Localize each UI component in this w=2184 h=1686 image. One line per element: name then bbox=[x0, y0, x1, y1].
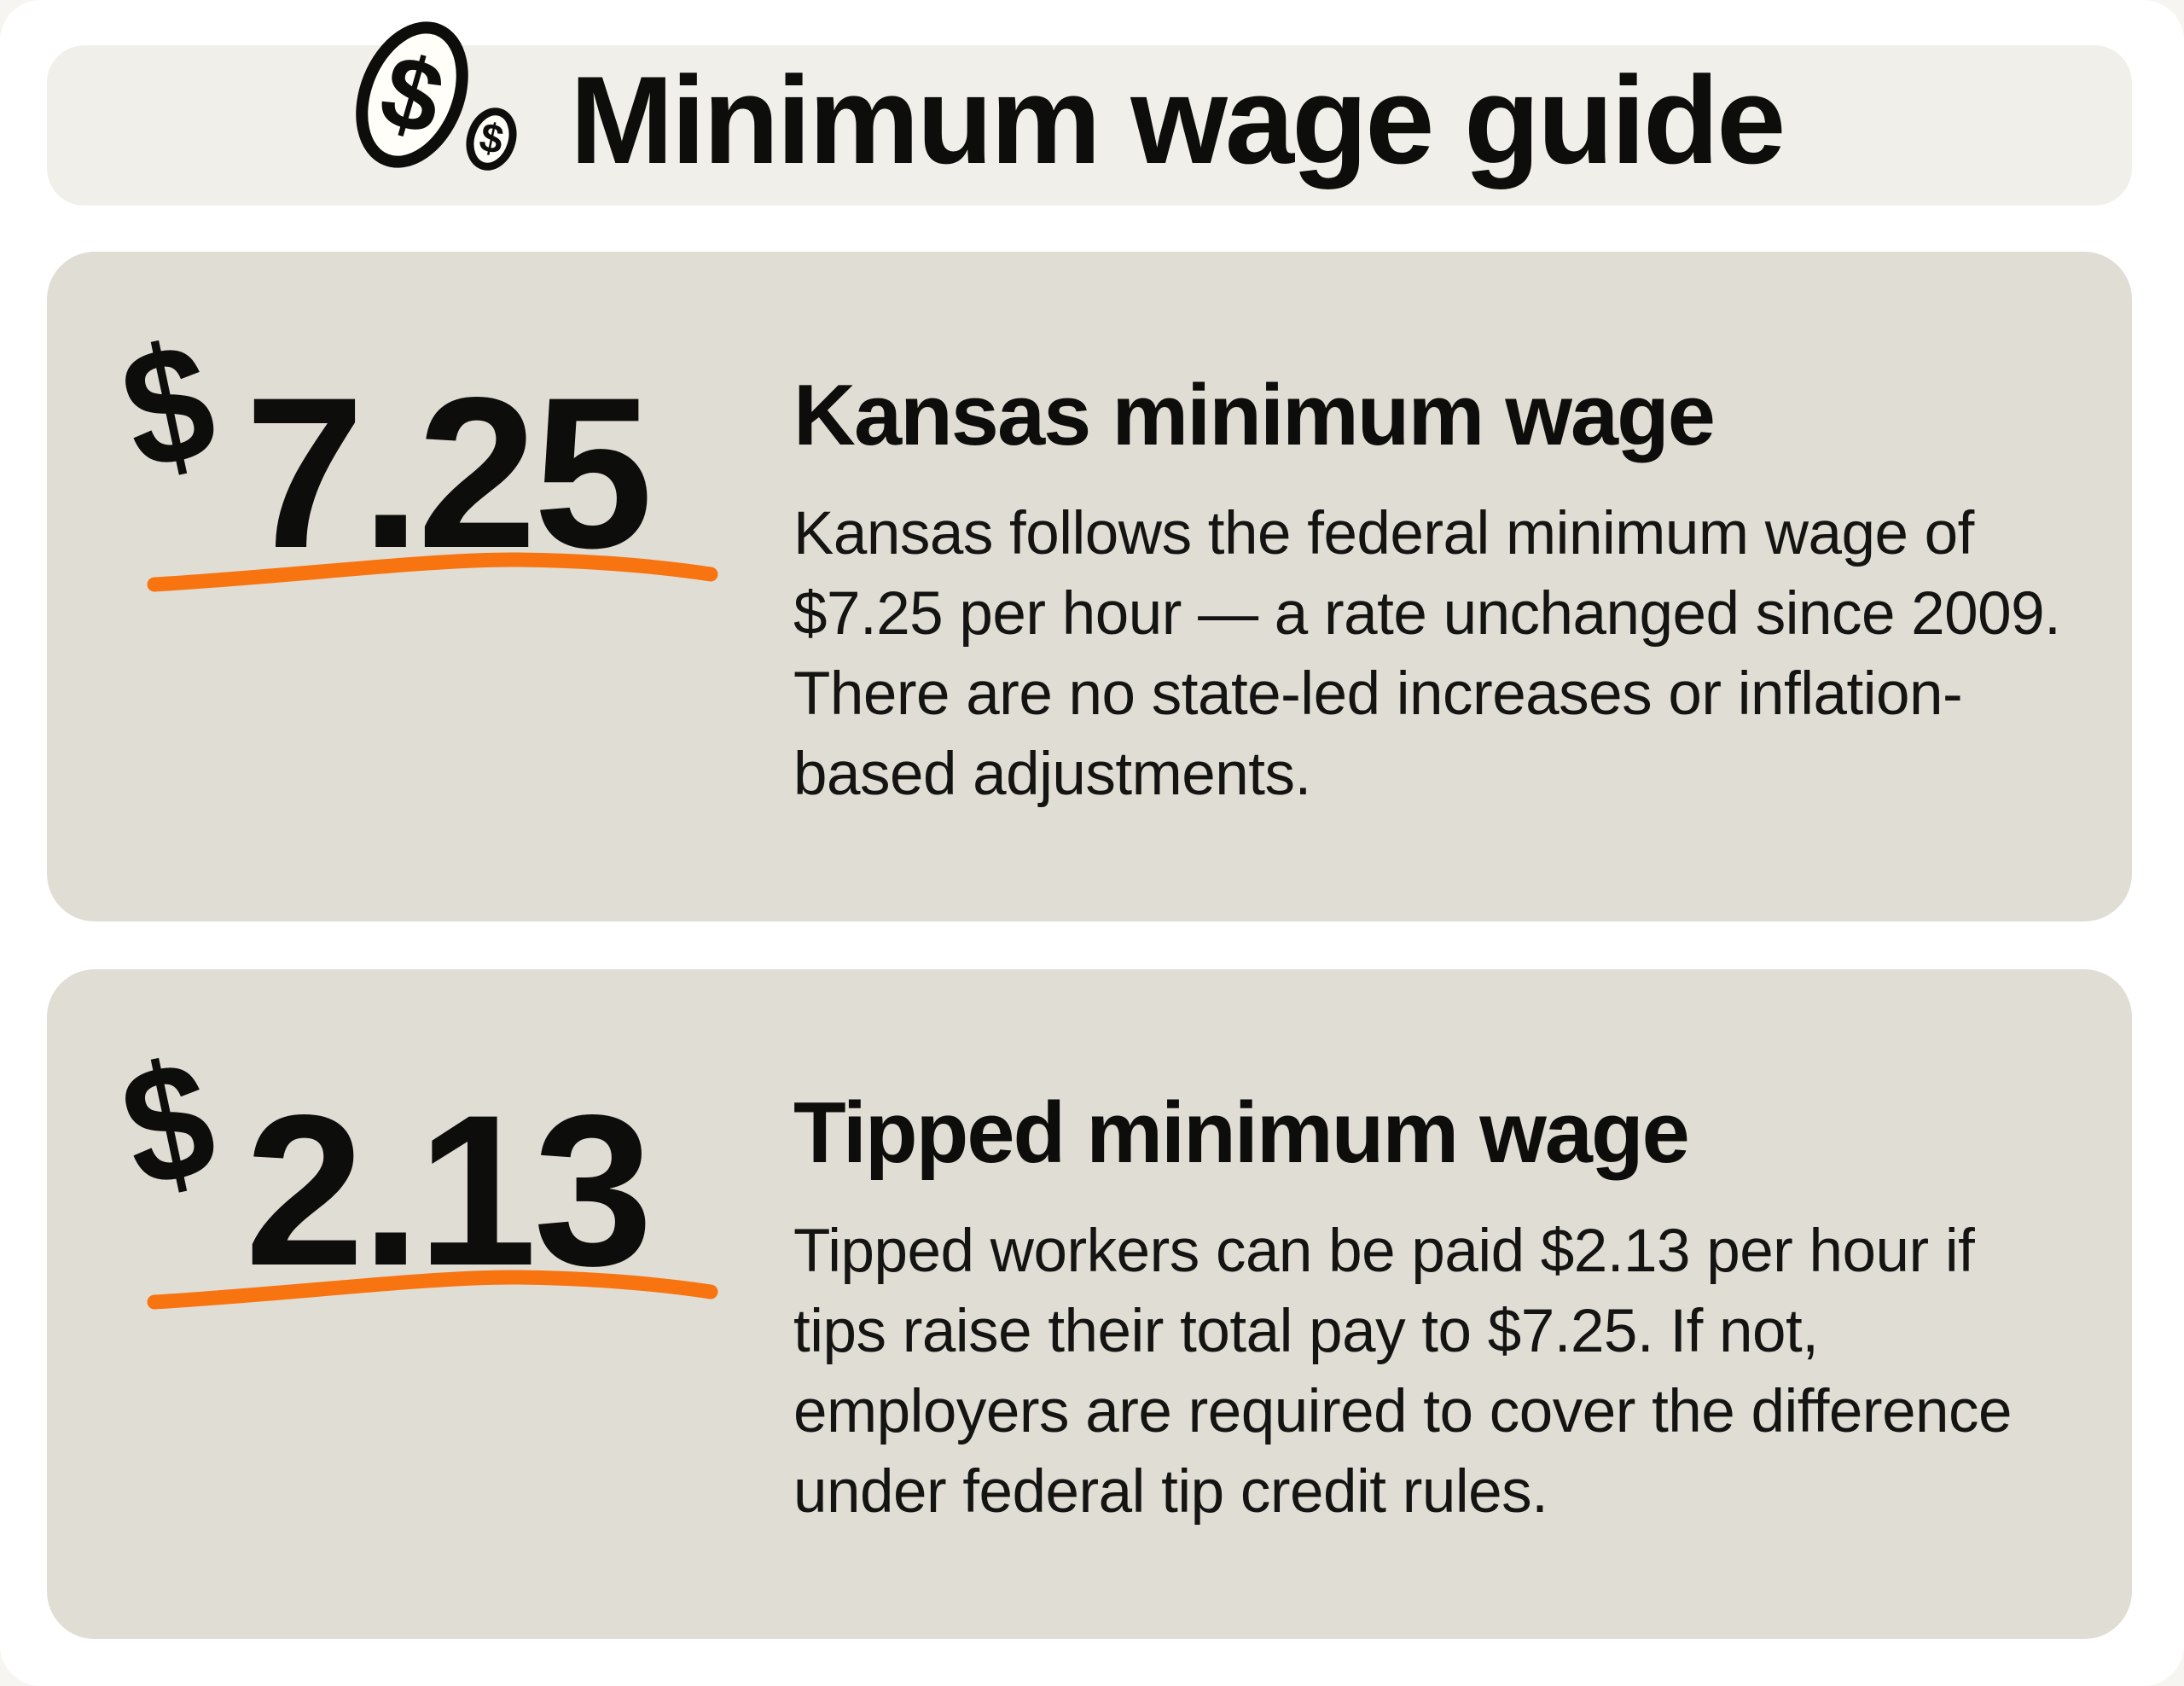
body-line: tips raise their total pay to $7.25. If … bbox=[793, 1298, 1819, 1365]
body-line: Kansas follows the federal minimum wage … bbox=[793, 500, 1974, 567]
card-heading: Kansas minimum wage bbox=[793, 368, 1716, 463]
body-line: employers are required to cover the diff… bbox=[793, 1378, 2013, 1445]
orange-underline-stroke bbox=[147, 552, 718, 592]
currency-symbol: $ bbox=[107, 1024, 229, 1224]
dollar-coins-icon: $ $ bbox=[356, 21, 517, 171]
kansas-minimum-wage-card: $ 7.25 Kansas minimum wage Kansas follow… bbox=[47, 252, 2132, 921]
body-line: under federal tip credit rules. bbox=[793, 1458, 1548, 1526]
currency-symbol: $ bbox=[107, 306, 229, 507]
tipped-minimum-wage-card: $ 2.13 Tipped minimum wage Tipped worker… bbox=[47, 969, 2132, 1639]
orange-underline-stroke bbox=[147, 1270, 718, 1310]
page-title: Minimum wage guide bbox=[570, 50, 1786, 189]
card-heading: Tipped minimum wage bbox=[793, 1085, 1690, 1181]
header-bar: Minimum wage guide bbox=[47, 45, 2132, 206]
body-line: Tipped workers can be paid $2.13 per hou… bbox=[793, 1218, 1975, 1285]
card-body: Tipped workers can be paid $2.13 per hou… bbox=[793, 1212, 2124, 1532]
wage-amount: 7.25 bbox=[245, 353, 653, 593]
body-line: $7.25 per hour — a rate unchanged since … bbox=[793, 580, 2061, 648]
card-text-block: Kansas minimum wage Kansas follows the f… bbox=[793, 371, 2124, 815]
card-body: Kansas follows the federal minimum wage … bbox=[793, 494, 2124, 815]
card-text-block: Tipped minimum wage Tipped workers can b… bbox=[793, 1089, 2124, 1532]
body-line: There are no state-led increases or infl… bbox=[793, 660, 1963, 728]
wage-amount: 2.13 bbox=[245, 1071, 653, 1311]
body-line: based adjustments. bbox=[793, 741, 1311, 808]
